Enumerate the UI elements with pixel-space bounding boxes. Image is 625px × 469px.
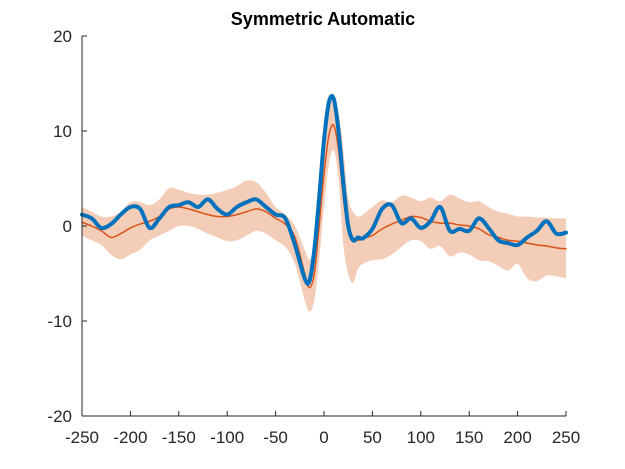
- series-layer: [80, 93, 568, 289]
- x-tick-label: 250: [552, 428, 580, 447]
- x-tick-label: -250: [65, 428, 99, 447]
- chart-title: Symmetric Automatic: [231, 9, 415, 29]
- y-tick-label: 20: [53, 27, 72, 46]
- x-tick-label: 200: [503, 428, 531, 447]
- x-tick-label: 100: [407, 428, 435, 447]
- x-tick-label: -150: [162, 428, 196, 447]
- y-tick-label: 10: [53, 122, 72, 141]
- series-line-1: [80, 93, 568, 286]
- x-tick-label: -200: [113, 428, 147, 447]
- y-tick-label: -20: [47, 407, 72, 426]
- x-tick-label: 0: [319, 428, 328, 447]
- confidence-band-layer: [82, 96, 566, 312]
- x-tick-label: 50: [363, 428, 382, 447]
- x-tick-label: -50: [263, 428, 288, 447]
- confidence-band: [82, 96, 566, 312]
- x-tick-label: 150: [455, 428, 483, 447]
- y-tick-label: -10: [47, 312, 72, 331]
- axes-layer: -250 -200 -150 -100 -50 0 50 100 150 200 250-20-10…: [47, 27, 580, 447]
- x-tick-label: -100: [210, 428, 244, 447]
- y-tick-label: 0: [63, 217, 72, 236]
